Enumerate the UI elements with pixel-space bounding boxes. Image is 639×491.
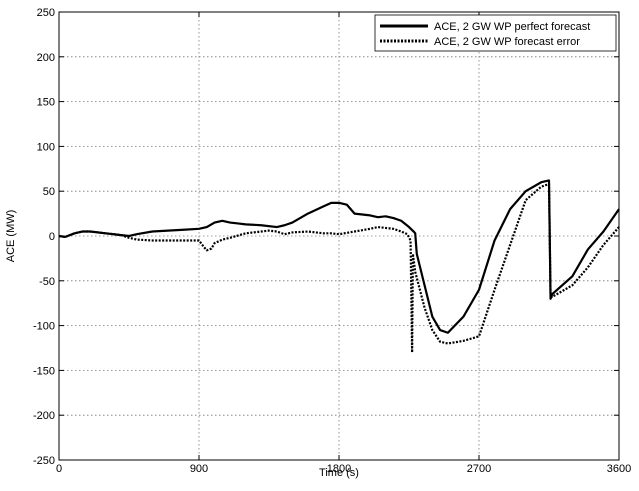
y-tick-label: -150 (33, 365, 55, 377)
legend-box (374, 14, 617, 52)
y-tick-label: -250 (33, 455, 55, 467)
y-tick-label: 0 (49, 231, 55, 243)
y-axis-label: ACE (MW) (5, 210, 17, 263)
x-tick-label: 1800 (327, 463, 351, 475)
x-axis-label: Time (s) (319, 467, 359, 479)
x-tick-label: 900 (190, 463, 208, 475)
y-tick-label: -200 (33, 410, 55, 422)
x-tick-label: 0 (56, 463, 62, 475)
y-tick-label: 150 (37, 97, 55, 109)
y-tick-label: 250 (37, 7, 55, 19)
y-tick-label: 100 (37, 141, 55, 153)
y-tick-label: -50 (39, 276, 55, 288)
grid-lines (59, 12, 619, 460)
series-layer (58, 179, 620, 354)
tick-layer: 0 900 1800 2700 3600 250 200 150 100 50 0 -50 -100 -1… (33, 7, 631, 475)
y-tick-label: 200 (37, 52, 55, 64)
legend-label-forecast-error: ACE, 2 GW WP forecast error (434, 36, 580, 48)
series-line-perfect-forecast (58, 179, 620, 334)
x-tick-label: 2700 (467, 463, 491, 475)
y-tick-label: -100 (33, 321, 55, 333)
y-tick-label: 50 (43, 186, 55, 198)
x-tick-label: 3600 (607, 463, 631, 475)
legend: ACE, 2 GW WP perfect forecast ACE, 2 GW … (374, 14, 617, 52)
legend-label-perfect-forecast: ACE, 2 GW WP perfect forecast (434, 21, 590, 33)
